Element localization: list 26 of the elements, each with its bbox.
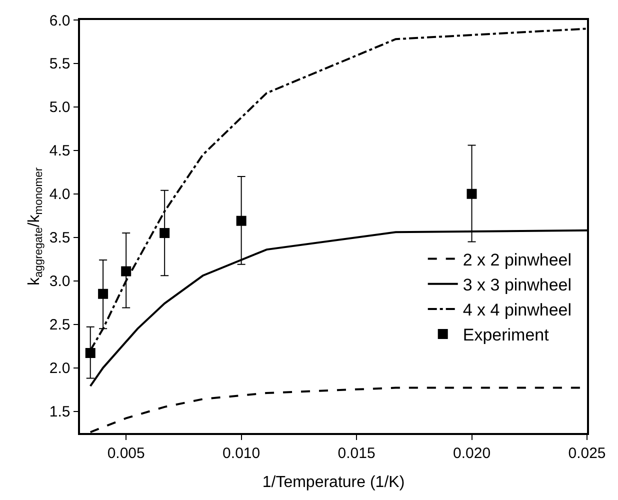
y-tick-label: 3.5 (49, 230, 70, 247)
point (466, 188, 477, 199)
y-tick-label: 5.0 (49, 99, 70, 116)
x-tick-label: 0.005 (107, 444, 145, 462)
y-tick-label: 2.5 (49, 316, 70, 334)
x-tick-label: 0.025 (568, 444, 606, 462)
y-tick-label: 1.5 (49, 404, 70, 421)
point (121, 266, 132, 276)
legend-label: 4 x 4 pinwheel (462, 300, 572, 320)
x-tick-label: 0.015 (338, 444, 376, 462)
y-tick-label: 6.0 (49, 12, 70, 30)
point (85, 348, 96, 358)
point (236, 216, 246, 226)
x-axis-title: 1/Temperature (1/K) (262, 474, 405, 491)
y-tick-label: 4.0 (49, 186, 70, 204)
legend-label: Experiment (462, 326, 550, 345)
x-tick-label: 0.010 (222, 444, 260, 462)
x-tick-label: 0.020 (452, 444, 491, 462)
y-tick-label: 4.5 (49, 142, 70, 160)
point (98, 288, 108, 299)
y-tick-label: 2.0 (49, 360, 70, 378)
legend-label: 2 x 2 pinwheel (462, 250, 572, 270)
y-tick-label: 3.0 (49, 273, 70, 290)
legend-label: 3 x 3 pinwheel (462, 275, 572, 294)
point (160, 228, 170, 238)
y-tick-label: 5.5 (49, 56, 70, 73)
